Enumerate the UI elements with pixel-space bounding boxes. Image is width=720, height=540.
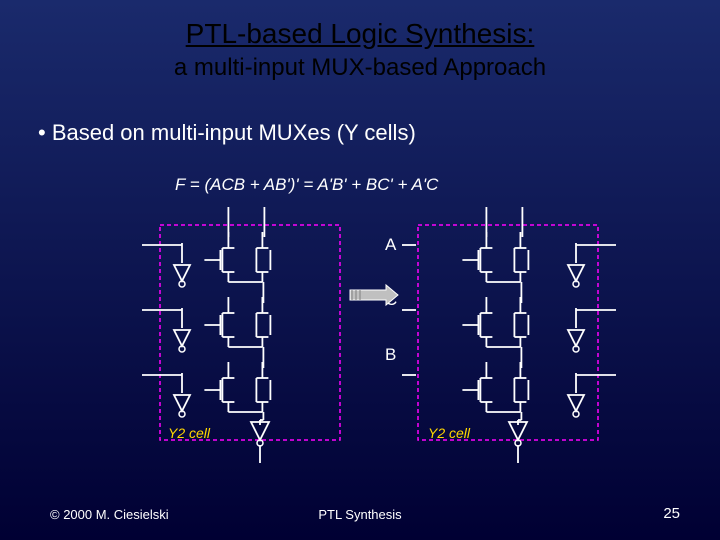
slide: PTL-based Logic Synthesis: a multi-input… xyxy=(0,0,720,540)
footer-center-text: PTL Synthesis xyxy=(0,507,720,522)
page-number: 25 xyxy=(663,505,680,522)
circuit-diagram xyxy=(0,0,720,540)
